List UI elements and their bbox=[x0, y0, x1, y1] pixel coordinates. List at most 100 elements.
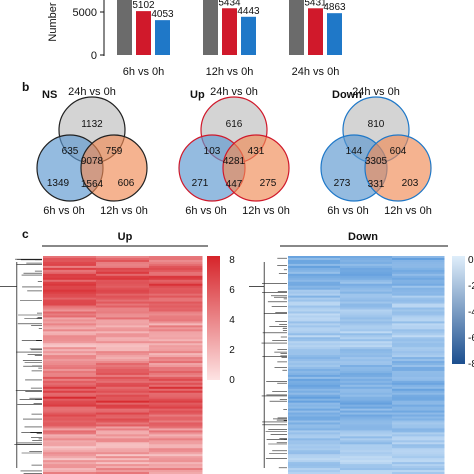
heat-cell bbox=[43, 408, 97, 412]
heat-cell bbox=[149, 456, 203, 459]
colorbar-down bbox=[452, 256, 465, 364]
heat-cell bbox=[96, 263, 150, 267]
heat-cell bbox=[392, 370, 445, 374]
heat-cell bbox=[392, 396, 445, 400]
heat-cell bbox=[43, 432, 97, 435]
heat-cell bbox=[288, 422, 341, 425]
heat-cell bbox=[288, 279, 341, 283]
heat-cell bbox=[96, 307, 150, 311]
heat-cell bbox=[288, 408, 341, 412]
heat-cell bbox=[96, 345, 150, 348]
heat-cell bbox=[43, 281, 97, 285]
heat-cell bbox=[43, 315, 97, 318]
heat-cell bbox=[149, 315, 203, 318]
heat-cell bbox=[149, 301, 203, 305]
heat-cell bbox=[340, 256, 393, 259]
heat-cell bbox=[96, 325, 150, 328]
heat-cell bbox=[149, 349, 203, 352]
heat-cell bbox=[96, 390, 150, 394]
heat-cell bbox=[96, 412, 150, 416]
heat-cell bbox=[340, 438, 393, 441]
heat-cell bbox=[96, 410, 150, 414]
heat-cell bbox=[392, 408, 445, 412]
heat-cell bbox=[288, 446, 341, 449]
heat-cell bbox=[340, 410, 393, 414]
heat-cell bbox=[392, 337, 445, 340]
heat-cell bbox=[43, 430, 97, 433]
colorbar-up-tick: 6 bbox=[229, 285, 235, 296]
heat-cell bbox=[149, 265, 203, 269]
heat-cell bbox=[43, 313, 97, 316]
heat-cell bbox=[288, 325, 341, 328]
heat-cell bbox=[392, 392, 445, 396]
heat-cell bbox=[288, 368, 341, 372]
heat-cell bbox=[392, 430, 445, 433]
heat-cell bbox=[392, 319, 445, 322]
heat-cell bbox=[392, 368, 445, 372]
heat-cell bbox=[288, 351, 341, 354]
heat-cell bbox=[96, 303, 150, 307]
heat-cell bbox=[340, 374, 393, 378]
heat-cell bbox=[96, 458, 150, 461]
heat-cell bbox=[96, 440, 150, 443]
heat-cell bbox=[392, 333, 445, 336]
heat-cell bbox=[149, 335, 203, 338]
heat-cell bbox=[96, 386, 150, 390]
heat-cell bbox=[340, 289, 393, 293]
heat-cell bbox=[96, 392, 150, 396]
heat-cell bbox=[43, 424, 97, 427]
heat-cell bbox=[96, 319, 150, 322]
heat-cell bbox=[392, 345, 445, 348]
heat-cell bbox=[43, 277, 97, 281]
heat-cell bbox=[149, 311, 203, 314]
heat-cell bbox=[149, 412, 203, 416]
heat-cell bbox=[288, 347, 341, 350]
heat-cell bbox=[288, 305, 341, 309]
heat-cell bbox=[392, 275, 445, 279]
venn-up: Up 24h vs 0h 6h vs 0h 12h vs 0h 616 103 431428… bbox=[178, 86, 290, 217]
heat-cell bbox=[149, 446, 203, 449]
heat-cell bbox=[149, 347, 203, 350]
heat-cell bbox=[392, 351, 445, 354]
heat-cell bbox=[43, 454, 97, 457]
heat-cell bbox=[392, 426, 445, 429]
heat-cell bbox=[43, 386, 97, 390]
heat-cell bbox=[288, 321, 341, 324]
heat-cell bbox=[288, 331, 341, 334]
heat-cell bbox=[43, 442, 97, 445]
heat-cell bbox=[340, 456, 393, 459]
heat-cell bbox=[149, 343, 203, 346]
heat-cell bbox=[149, 299, 203, 303]
heat-cell bbox=[43, 400, 97, 404]
heat-cell bbox=[340, 430, 393, 433]
heat-cell bbox=[340, 293, 393, 297]
heat-cell bbox=[149, 402, 203, 406]
heat-cell bbox=[340, 361, 393, 364]
heat-cell bbox=[392, 472, 445, 474]
heat-cell bbox=[392, 436, 445, 439]
heat-cell bbox=[43, 309, 97, 312]
heat-cell bbox=[392, 458, 445, 461]
heat-cell bbox=[43, 265, 97, 269]
heat-cell bbox=[149, 256, 203, 259]
heat-cell bbox=[392, 265, 445, 269]
heat-cell bbox=[288, 277, 341, 281]
venn-count-left-right: 331 bbox=[368, 179, 385, 190]
heat-cell bbox=[149, 357, 203, 360]
heat-cell bbox=[288, 452, 341, 455]
heat-cell bbox=[96, 256, 150, 259]
heat-cell bbox=[149, 408, 203, 412]
bar-2-0 bbox=[289, 0, 304, 55]
heat-cell bbox=[43, 380, 97, 384]
colorbar-down-tick: -6 bbox=[468, 333, 474, 344]
heat-cell bbox=[149, 404, 203, 408]
heat-cell bbox=[96, 329, 150, 332]
heat-cell bbox=[96, 376, 150, 380]
colorbar-ticks: 8 6 4 2 0 0 -2 -4 -6 -8 bbox=[229, 255, 474, 386]
heat-cell bbox=[340, 311, 393, 314]
heat-cell bbox=[288, 372, 341, 376]
heat-cell bbox=[96, 398, 150, 402]
heat-cell bbox=[340, 436, 393, 439]
